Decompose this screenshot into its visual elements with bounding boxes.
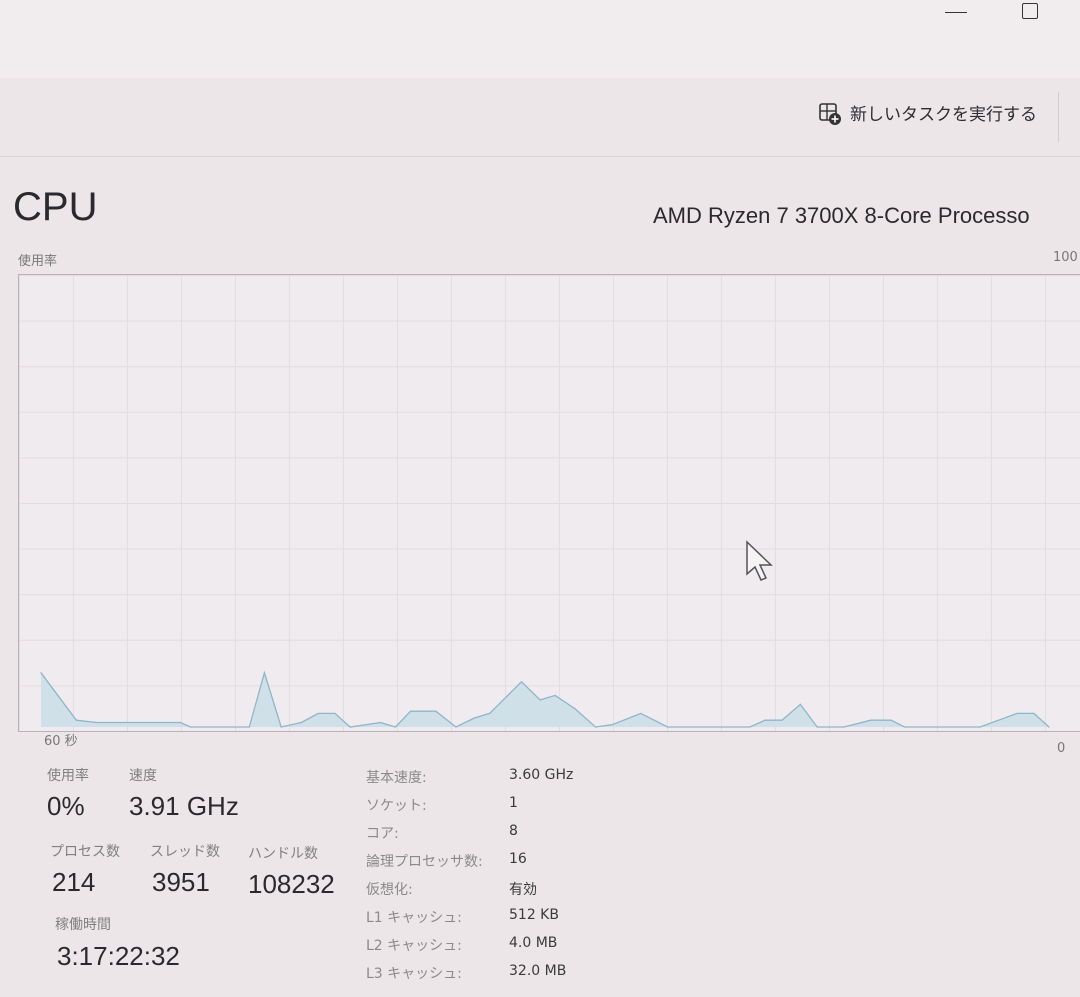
mouse-cursor-icon — [746, 540, 773, 581]
usage-value: 0% — [47, 791, 85, 821]
cpu-usage-point — [520, 681, 523, 683]
chart-y-label: 使用率 — [18, 254, 58, 269]
cpu-usage-point — [488, 712, 491, 715]
cpu-usage-point — [1048, 726, 1050, 728]
cpu-usage-point — [334, 712, 336, 715]
chart-y-max-label: 100 — [1053, 250, 1078, 265]
run-new-task-button[interactable]: 新しいタスクを実行する — [818, 100, 1037, 125]
cpu-usage-graph — [18, 274, 1080, 732]
spec-label: L2 キャッシュ: — [366, 938, 462, 954]
cpu-usage-point — [870, 719, 872, 721]
cpu-usage-point — [749, 726, 751, 728]
spec-value: 3.60 GHz — [509, 767, 574, 783]
cpu-usage-line — [40, 670, 1050, 728]
cpu-usage-point — [816, 726, 818, 728]
cpu-usage-point — [40, 672, 42, 674]
cpu-usage-point — [554, 694, 556, 696]
cpu-usage-point — [300, 721, 302, 724]
threads-label: スレッド数 — [150, 844, 220, 860]
page-title: CPU — [13, 185, 98, 229]
handles-value: 108232 — [248, 869, 335, 899]
cpu-usage-point — [539, 699, 541, 701]
spec-label: 論理プロセッサ数: — [366, 854, 483, 870]
cpu-usage-point — [349, 726, 351, 728]
cpu-usage-point — [890, 719, 892, 721]
cpu-usage-point — [799, 703, 801, 705]
processes-label: プロセス数 — [50, 844, 120, 860]
spec-label: コア: — [366, 826, 399, 842]
cpu-usage-point — [781, 719, 783, 721]
cpu-usage-point — [1033, 712, 1035, 715]
cpu-usage-point — [317, 712, 319, 715]
cpu-usage-point — [95, 721, 98, 724]
run-task-icon — [818, 102, 841, 125]
minimize-icon[interactable] — [945, 0, 967, 13]
chart-x-end-label: 0 — [1057, 741, 1066, 756]
spec-label: 基本速度: — [366, 770, 427, 786]
uptime-label: 稼働時間 — [55, 917, 111, 933]
uptime-value: 3:17:22:32 — [57, 941, 180, 971]
spec-value: 8 — [509, 823, 518, 839]
cpu-usage-point — [594, 726, 597, 728]
cpu-usage-point — [979, 726, 981, 728]
spec-value: 有効 — [509, 882, 537, 898]
maximize-icon[interactable] — [1022, 3, 1038, 19]
cpu-usage-point — [640, 712, 642, 715]
cpu-usage-point — [574, 708, 576, 710]
speed-value: 3.91 GHz — [129, 791, 239, 821]
cpu-usage-point — [1016, 712, 1018, 715]
spec-value: 32.0 MB — [509, 963, 567, 979]
handles-label: ハンドル数 — [248, 846, 318, 862]
spec-label: L1 キャッシュ: — [366, 910, 462, 926]
cpu-usage-point — [843, 726, 845, 728]
cpu-usage-point — [263, 672, 266, 674]
cpu-usage-point — [394, 726, 397, 728]
cpu-usage-point — [667, 726, 669, 728]
cpu-usage-point — [764, 719, 766, 721]
spec-value: 512 KB — [509, 907, 559, 923]
cpu-usage-point — [189, 726, 192, 728]
spec-label: L3 キャッシュ: — [366, 966, 462, 982]
cpu-usage-point — [455, 726, 457, 728]
cpu-usage-area — [41, 672, 1049, 727]
spec-value: 4.0 MB — [509, 935, 558, 951]
spec-label: ソケット: — [366, 798, 427, 814]
cpu-usage-point — [75, 719, 77, 721]
spec-label: 仮想化: — [366, 882, 413, 898]
usage-label: 使用率 — [47, 768, 89, 784]
toolbar — [0, 78, 1080, 157]
title-bar — [0, 0, 1080, 78]
processes-value: 214 — [52, 867, 96, 897]
threads-value: 3951 — [152, 867, 210, 897]
cpu-usage-point — [435, 710, 437, 712]
run-new-task-label: 新しいタスクを実行する — [850, 105, 1037, 125]
cpu-usage-point — [379, 721, 381, 724]
cpu-usage-point — [280, 726, 282, 728]
cpu-usage-point — [903, 726, 906, 728]
cpu-usage-chart-svg — [40, 670, 1050, 728]
cpu-usage-point — [473, 717, 476, 719]
cpu-usage-point — [179, 721, 182, 724]
cpu-usage-point — [410, 710, 412, 712]
chart-x-start-label: 60 秒 — [44, 734, 78, 749]
cpu-usage-point — [248, 726, 250, 728]
speed-label: 速度 — [129, 768, 157, 784]
cpu-usage-point — [611, 724, 613, 726]
spec-value: 16 — [509, 851, 527, 867]
toolbar-divider — [1058, 92, 1059, 142]
spec-value: 1 — [509, 795, 518, 811]
processor-name: AMD Ryzen 7 3700X 8-Core Processo — [653, 203, 1030, 228]
